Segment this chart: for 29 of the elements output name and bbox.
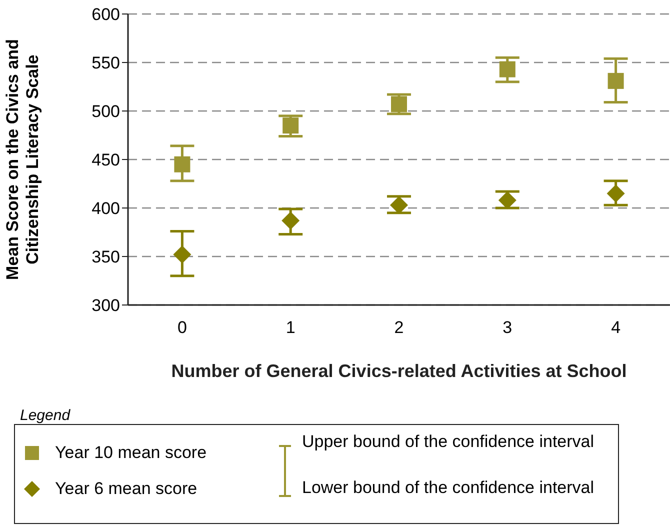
text: Upper bound of the confidence interval (302, 431, 594, 453)
y-tick-label: 550 (92, 54, 120, 73)
point (390, 196, 408, 214)
legend-label: Year 6 mean score (55, 479, 198, 499)
y-tick-label: 600 (92, 5, 120, 24)
point (282, 118, 299, 134)
text: Lower bound of the confidence interval (302, 477, 594, 499)
point (606, 184, 625, 202)
y-tick-label: 450 (92, 150, 120, 170)
x-tick-label: 3 (502, 318, 512, 338)
point (499, 61, 516, 78)
point (173, 246, 192, 264)
y-tick-label: 300 (92, 296, 120, 316)
y-tick-label: 500 (92, 102, 120, 122)
x-tick-label: 1 (286, 318, 296, 338)
y-tick-label: 350 (92, 248, 120, 267)
point (498, 191, 516, 210)
legend-title: Legend (20, 407, 72, 424)
legend-label: Year 10 mean score (55, 443, 207, 463)
y-axis-title: Mean Score on the Civics and Citizenship Literacy Scale (3, 39, 42, 280)
x-axis-title: Number of General Civics-related Activities at School (171, 361, 627, 381)
y-tick-label: 400 (92, 199, 120, 218)
x-tick-label: 2 (394, 318, 404, 338)
x-tick-label: 4 (611, 318, 621, 338)
point (174, 156, 190, 172)
x-tick-label: 0 (177, 318, 187, 338)
point (391, 96, 407, 112)
point (282, 212, 300, 230)
point (608, 72, 624, 89)
